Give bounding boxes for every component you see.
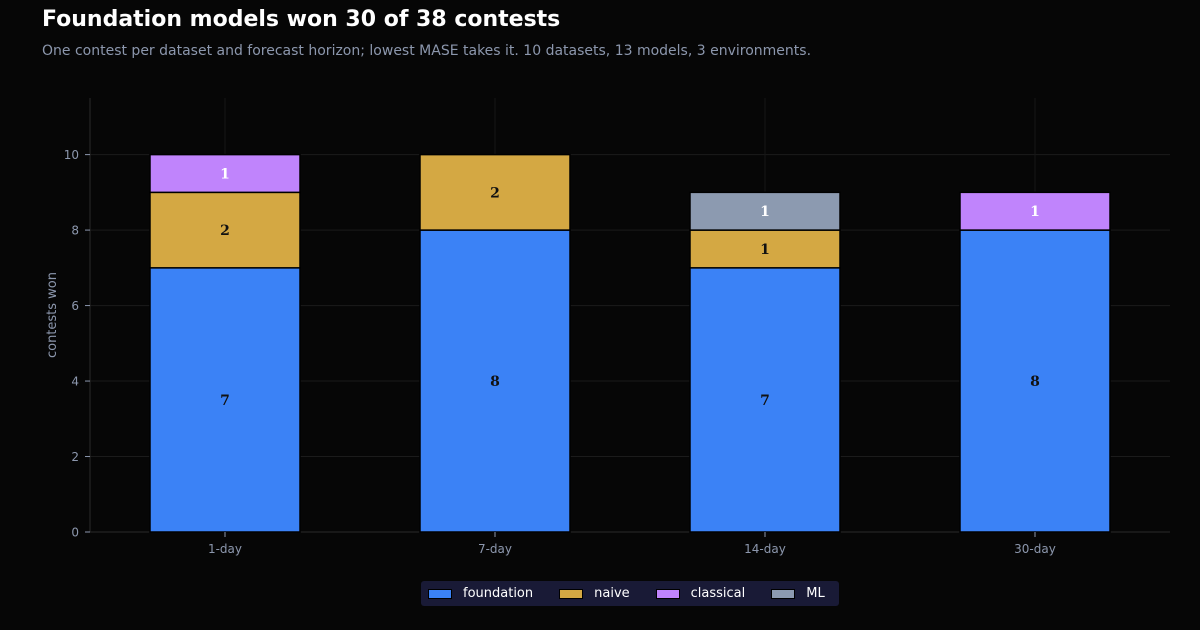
bar-value-label: 7: [760, 393, 770, 409]
y-tick-label: 10: [64, 148, 79, 162]
bar-segment-foundation: [149, 267, 301, 533]
legend-item-naive: naive: [559, 586, 630, 601]
bar-value-label: 1: [220, 166, 230, 182]
bar-segment-classical: [149, 153, 301, 194]
y-tick-label: 6: [71, 299, 79, 313]
legend-label: naive: [594, 586, 630, 601]
legend-item-classical: classical: [655, 586, 746, 601]
x-tick-label: 30-day: [1014, 542, 1056, 556]
legend-swatch: [428, 588, 452, 599]
bar-value-label: 7: [220, 393, 230, 409]
legend-swatch: [771, 588, 796, 599]
y-axis-label: contests won: [45, 272, 60, 358]
bar-value-label: 1: [760, 204, 770, 220]
bar-value-label: 2: [490, 185, 500, 201]
bar-segment-foundation: [419, 229, 571, 533]
y-tick-label: 8: [71, 224, 79, 238]
legend-label: ML: [806, 586, 825, 601]
legend-label: foundation: [463, 586, 534, 601]
bar-segment-ml: [689, 191, 841, 231]
bar-segment-naive: [149, 191, 301, 269]
bar-segment-classical: [959, 191, 1111, 231]
legend-swatch: [559, 588, 584, 599]
x-tick-label: 1-day: [208, 542, 242, 556]
bar-value-label: 1: [1030, 204, 1040, 220]
legend-item-foundation: foundation: [428, 586, 533, 601]
bar-value-label: 1: [760, 242, 770, 258]
x-tick-label: 14-day: [744, 542, 786, 556]
y-tick-label: 0: [71, 526, 79, 540]
bar-segment-naive: [689, 229, 841, 269]
chart-legend: foundation naive classical ML: [421, 581, 839, 606]
chart-title: Foundation models won 30 of 38 contests: [42, 7, 561, 32]
chart-subtitle: One contest per dataset and forecast hor…: [42, 43, 812, 59]
bar-value-label: 8: [490, 374, 500, 390]
x-tick-label: 7-day: [478, 542, 512, 556]
legend-label: classical: [690, 586, 746, 601]
bar-segment-foundation: [959, 229, 1111, 533]
y-tick-label: 2: [71, 450, 79, 464]
y-tick-label: 4: [71, 375, 79, 389]
legend-item-ml: ML: [771, 586, 825, 601]
bar-segment-naive: [419, 153, 571, 231]
bar-value-label: 8: [1030, 374, 1040, 390]
legend-swatch: [655, 588, 680, 599]
bar-value-label: 2: [220, 223, 230, 239]
